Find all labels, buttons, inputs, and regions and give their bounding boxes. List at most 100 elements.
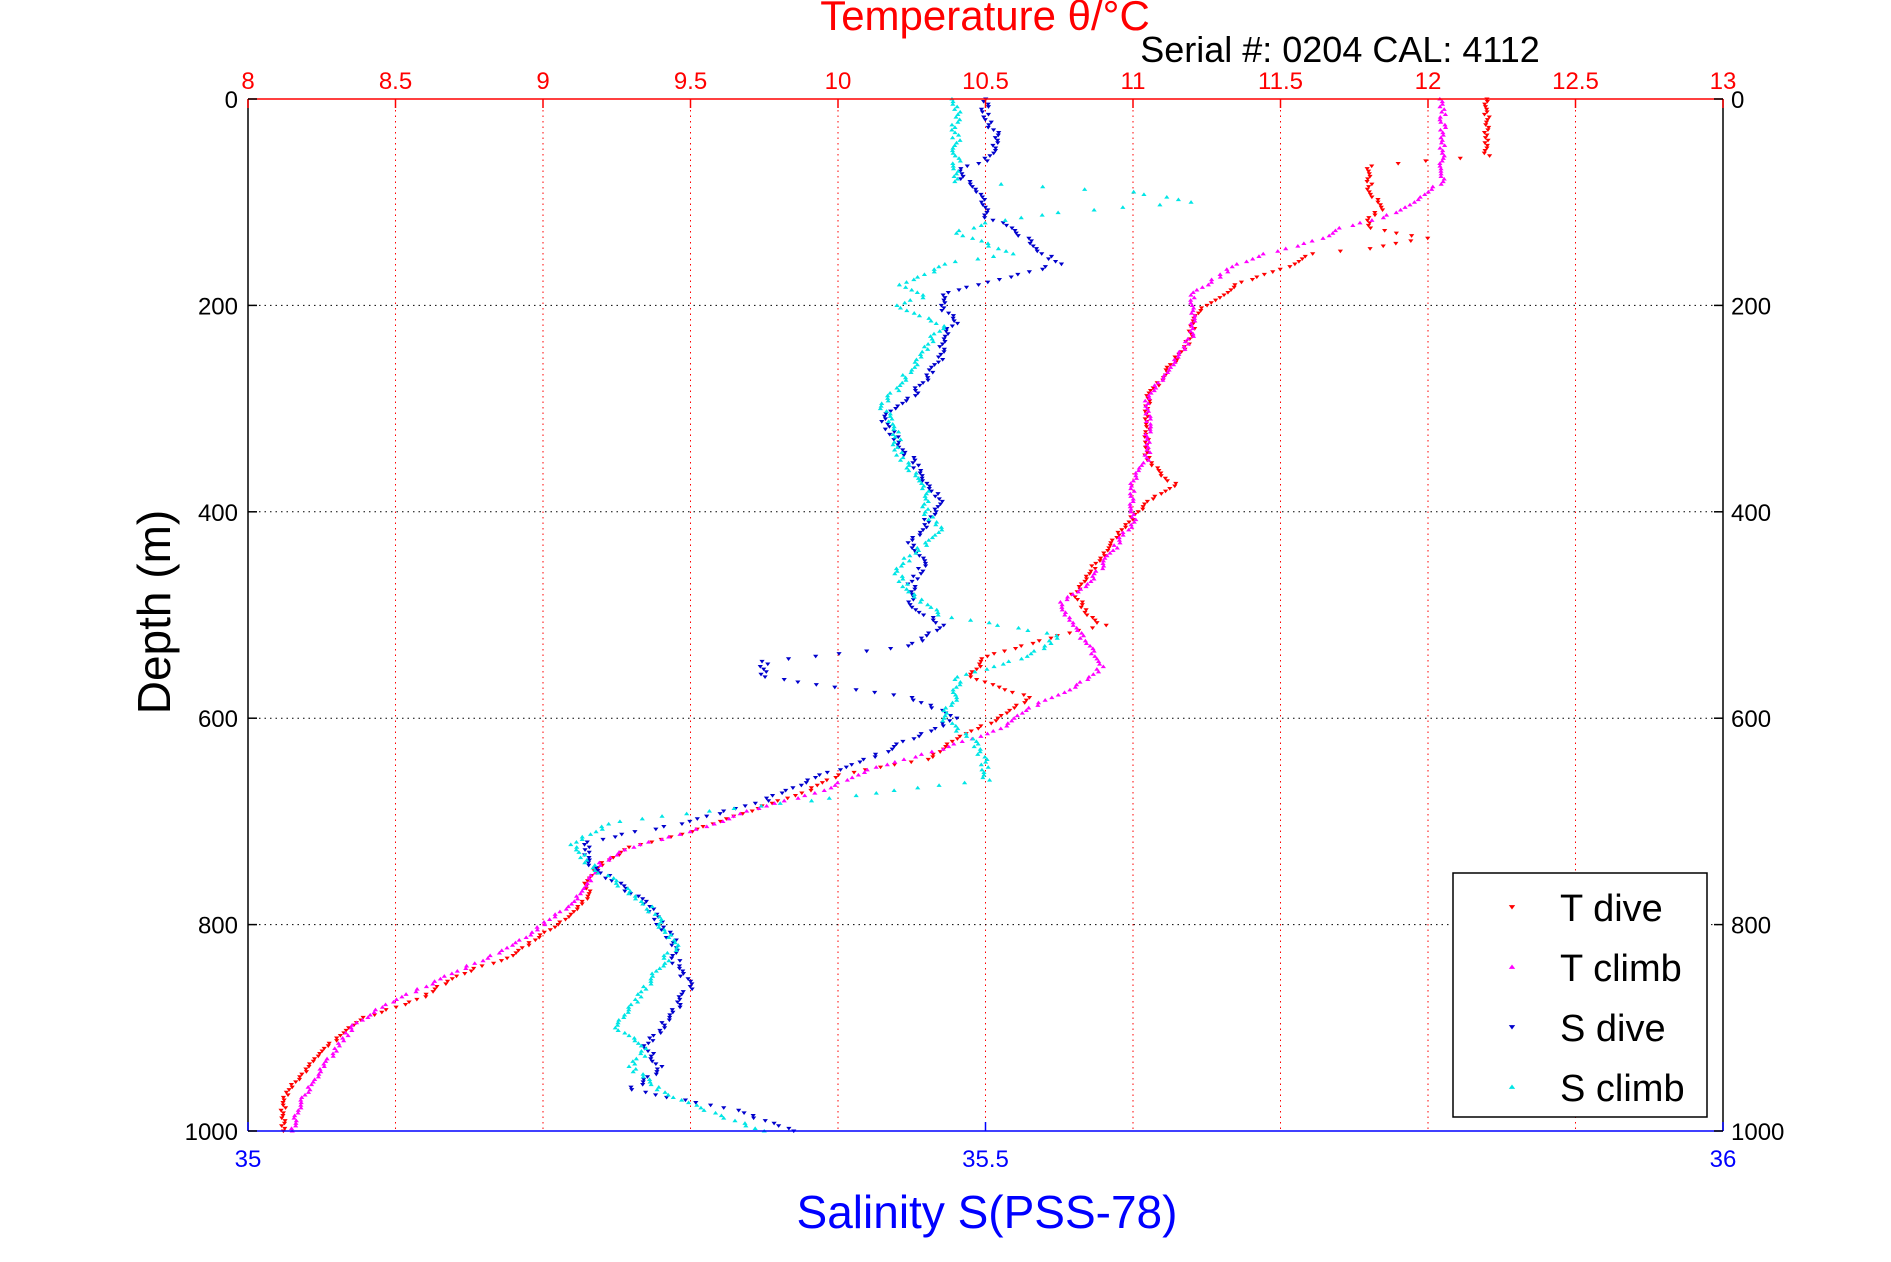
data-point [574,845,580,849]
data-point [641,1044,647,1048]
data-point [920,569,926,574]
data-point [670,1010,676,1015]
data-point [1212,298,1219,303]
data-point [1144,437,1150,442]
data-point [630,1069,636,1074]
data-point [992,149,999,153]
data-point [814,783,820,788]
data-point [935,360,942,365]
data-point [1167,363,1173,367]
data-point [595,868,601,873]
data-point [792,794,799,798]
data-point [910,536,916,540]
legend-label: T dive [1560,888,1663,930]
data-point [758,672,764,677]
data-point [640,1080,646,1085]
data-point [611,876,617,880]
data-point [919,349,925,354]
data-point [582,848,588,852]
data-point [679,822,685,827]
data-point [990,254,997,258]
data-point [987,154,993,158]
data-point [942,262,948,266]
data-point [1059,602,1065,607]
data-point [982,205,988,210]
data-point [909,605,915,610]
data-point [432,987,438,992]
data-point [953,231,960,235]
data-point [917,530,923,535]
data-point [911,592,917,596]
data-point [353,1020,360,1025]
data-point [890,422,896,426]
data-point [1483,120,1490,125]
data-point [317,1067,323,1071]
data-point [1092,654,1098,658]
data-point [679,1097,685,1102]
data-point [891,427,897,431]
data-point [879,401,885,405]
data-point [568,842,574,847]
data-point [925,378,931,383]
data-point [615,1020,621,1025]
data-point [907,553,913,558]
data-point [984,654,991,659]
data-point [403,992,409,996]
data-point [626,1033,632,1038]
data-point [769,801,775,806]
data-point [1130,496,1136,501]
data-point [953,729,959,733]
data-point [658,928,665,932]
data-point [959,739,965,743]
data-point [953,685,959,689]
data-point [1149,463,1155,468]
data-point [1366,185,1372,189]
data-point [1146,393,1152,398]
data-point [891,745,897,749]
data-point [406,1000,412,1005]
data-point [584,881,590,885]
data-point [954,176,961,181]
data-point [657,966,663,971]
data-point [1260,251,1266,256]
data-point [941,298,947,303]
right-tick-label: 800 [1731,913,1771,940]
data-point [1004,711,1010,716]
grid [248,99,1723,1131]
data-point [1074,597,1081,602]
data-point [303,1067,309,1072]
data-point [1102,556,1108,560]
data-point [1018,644,1024,649]
data-point [1275,249,1281,253]
data-point [934,520,940,524]
data-point [652,912,658,916]
data-point [982,680,988,685]
data-point [1438,182,1444,186]
data-point [1105,548,1111,553]
data-point [775,799,781,803]
data-point [900,739,906,744]
data-point [978,192,984,197]
data-point [1365,223,1372,228]
data-point [621,884,627,888]
data-point [616,850,622,854]
data-point [969,185,975,189]
data-point [661,956,667,960]
data-point [764,803,770,808]
data-point [877,406,883,411]
data-point [638,989,644,994]
data-point [280,1101,286,1105]
data-point [305,1090,312,1094]
data-point [334,1039,340,1043]
data-point [640,897,646,901]
data-point [951,741,957,746]
data-point [1005,721,1011,725]
top-tick-label: 10.5 [962,68,1009,95]
data-point [925,489,932,493]
data-point [1481,112,1488,117]
data-point [622,1030,628,1035]
data-point [979,195,986,200]
y-axis-label: Depth (m) [128,510,180,714]
data-point [1092,567,1098,571]
